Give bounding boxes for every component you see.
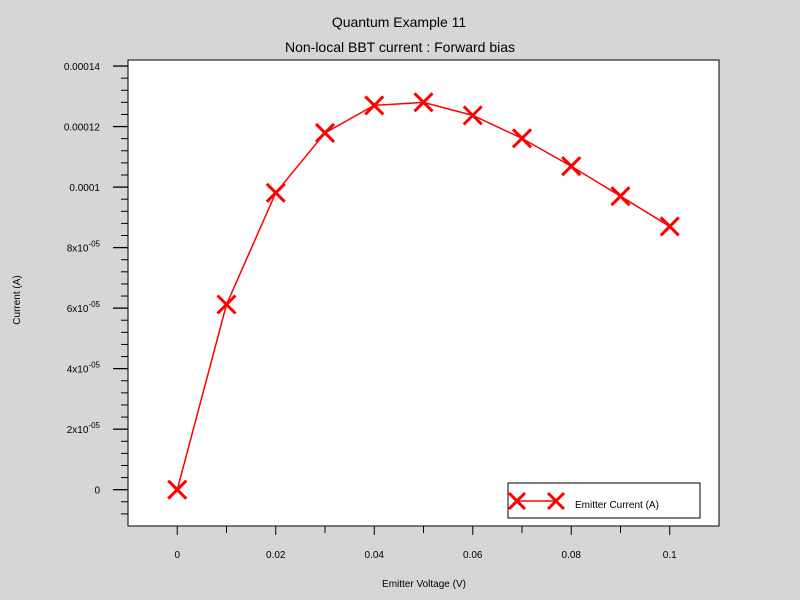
- legend-marker-2: [546, 491, 566, 511]
- legend-marker-1: [507, 491, 527, 511]
- x-tick-label: 0.08: [562, 550, 582, 561]
- y-axis-label: Current (A): [12, 275, 23, 324]
- x-axis: 0 0.02 0.04 0.06 0.08 0.1: [174, 526, 677, 561]
- legend: Emitter Current (A): [507, 482, 701, 519]
- series-layer: [167, 92, 680, 500]
- data-point-marker: [364, 95, 385, 116]
- chart-subtitle: Non-local BBT current : Forward bias: [285, 39, 515, 55]
- y-tick-label: 0: [94, 486, 100, 497]
- data-point-marker: [216, 294, 237, 315]
- data-point-marker: [511, 128, 533, 149]
- y-tick-label: 0.00014: [64, 62, 101, 73]
- data-point-marker: [167, 479, 188, 500]
- data-point-marker: [659, 216, 680, 237]
- y-tick-label: 4x10-05: [67, 361, 101, 376]
- x-axis-label: Emitter Voltage (V): [382, 579, 466, 590]
- y-tick-label: 2x10-05: [67, 421, 101, 436]
- x-tick-label: 0: [174, 550, 180, 561]
- y-tick-label: 0.00012: [64, 123, 101, 134]
- chart-title: Quantum Example 11: [332, 14, 467, 30]
- data-point-marker: [462, 105, 483, 126]
- data-point-marker: [413, 92, 434, 113]
- data-point-marker: [561, 156, 582, 177]
- data-point-marker: [314, 122, 336, 143]
- y-axis: 0 2x10-05 4x10-05 6x10-05 8x10-05 0.0001 0.000…: [64, 62, 128, 515]
- x-tick-label: 0.06: [463, 550, 483, 561]
- x-tick-label: 0.1: [663, 550, 677, 561]
- plot-area: [127, 59, 720, 527]
- y-tick-label: 8x10-05: [67, 240, 101, 255]
- legend-label: Emitter Current (A): [575, 500, 659, 511]
- data-point-marker: [610, 186, 631, 207]
- x-tick-label: 0.04: [365, 550, 385, 561]
- y-tick-label: 0.0001: [69, 183, 100, 194]
- data-point-marker: [265, 182, 286, 203]
- y-tick-label: 6x10-05: [67, 300, 101, 315]
- x-tick-label: 0.02: [266, 550, 286, 561]
